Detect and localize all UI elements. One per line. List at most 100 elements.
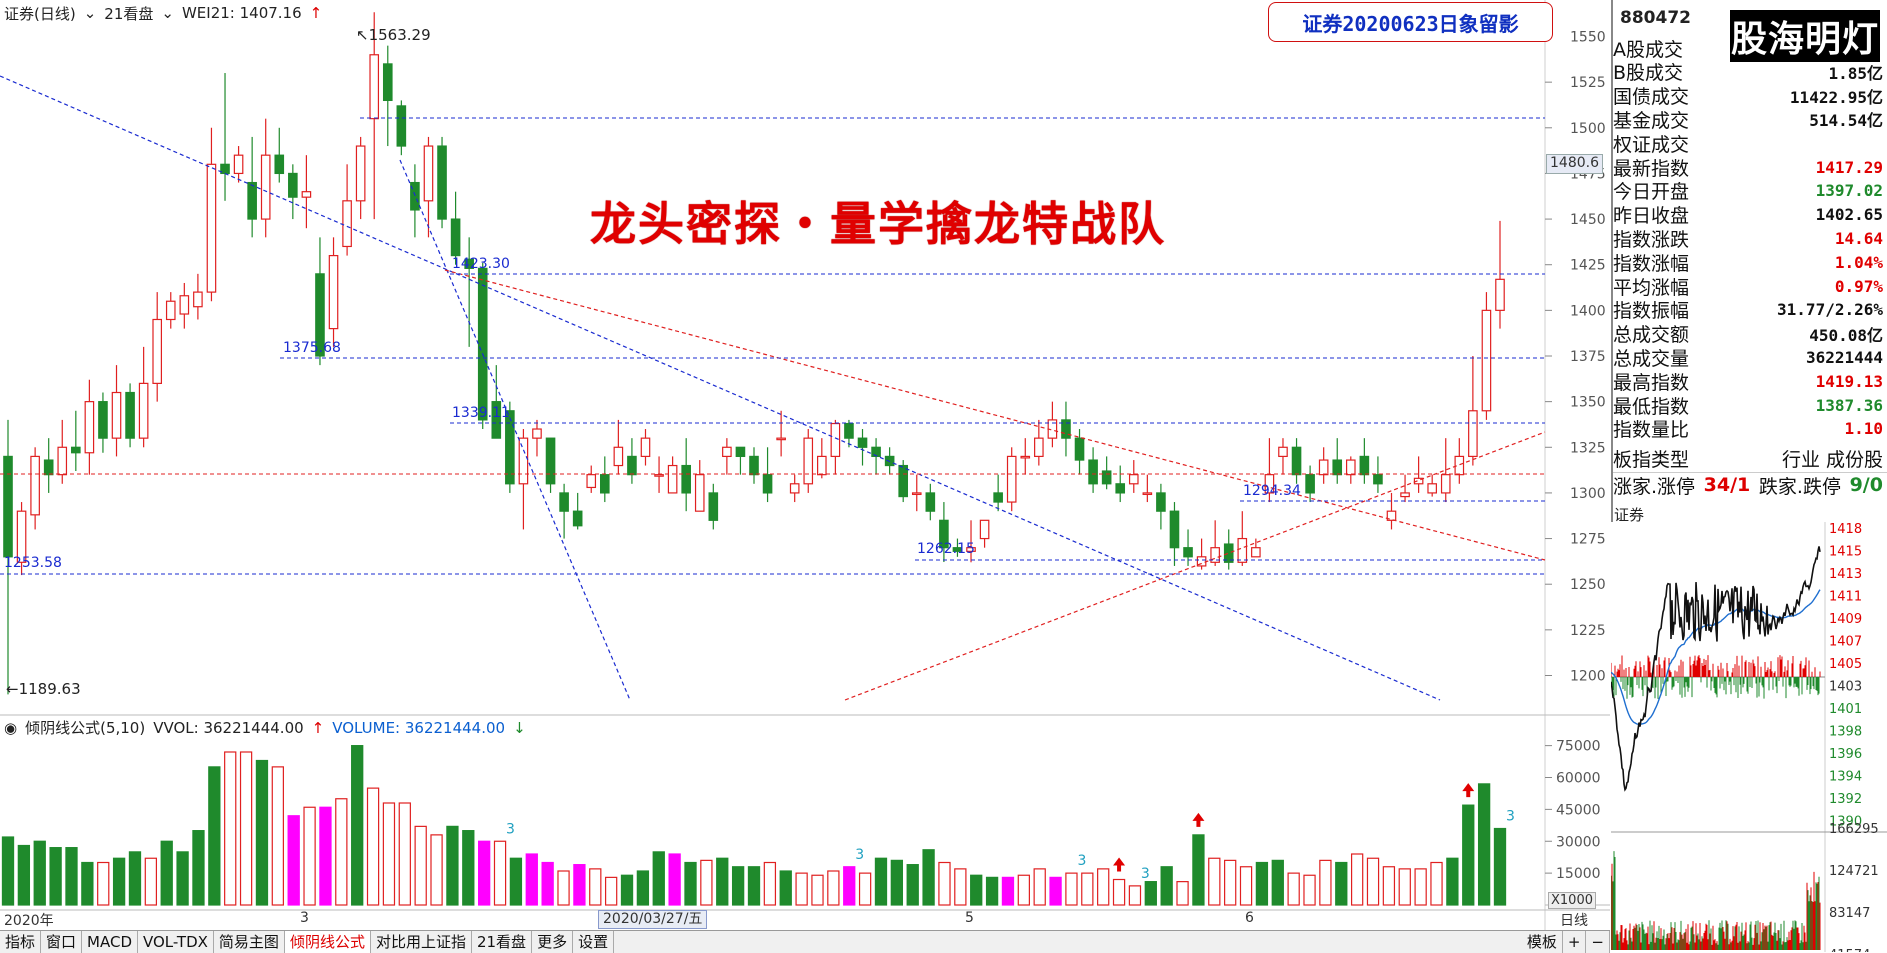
stat-value: 36221444 [1805, 347, 1883, 367]
price-tick-label: 1350 [1570, 395, 1606, 411]
stat-value: 1417.29 [1815, 157, 1883, 177]
volume-bar [795, 872, 808, 906]
candle [694, 460, 705, 512]
candle [952, 538, 963, 557]
candle-body [749, 455, 759, 476]
volume-axis: 75000 60000 45000 30000 15000 [1545, 739, 1601, 882]
volume-bar [271, 766, 284, 906]
tab-simple-main[interactable]: 简易主图 [214, 931, 285, 953]
stat-label: A股成交 [1613, 38, 1683, 61]
volume-bar [604, 876, 618, 906]
volume-bar [985, 876, 999, 906]
candle [871, 438, 881, 475]
stat-label: 国债成交 [1613, 86, 1690, 109]
zoom-out-button[interactable]: − [1586, 931, 1610, 953]
candle-body [1264, 474, 1275, 494]
volume-bar [97, 861, 110, 906]
template-button[interactable]: 模板 [1522, 931, 1563, 953]
gear-icon[interactable]: ◉ [4, 718, 18, 737]
tab-21-watch[interactable]: 21看盘 [472, 931, 533, 953]
candle [789, 474, 800, 503]
zoom-in-button[interactable]: + [1563, 931, 1587, 953]
tab-indicator[interactable]: 指标 [0, 931, 42, 953]
volume-bar [1350, 853, 1364, 906]
volume-bar [382, 802, 396, 906]
tab-macd[interactable]: MACD [82, 931, 138, 953]
volume-bar [1049, 876, 1062, 906]
candle [1400, 474, 1410, 503]
candle [301, 155, 312, 229]
stat-value: 11422.95亿 [1789, 87, 1883, 107]
candle [464, 237, 474, 347]
volume-bar [938, 861, 951, 906]
tab-yin-formula[interactable]: 倾阴线公式 [284, 931, 371, 953]
candle-body [925, 492, 936, 512]
candle-body [1318, 459, 1329, 476]
candle-body [410, 181, 420, 211]
volume-bar [33, 840, 46, 906]
candle-body [84, 401, 95, 454]
candle-body [423, 145, 434, 202]
chevron-down-icon[interactable]: ⌄ [161, 4, 174, 22]
price-tick-label: 1325 [1570, 440, 1606, 456]
volume-marker-label: 3 [1077, 853, 1086, 869]
updown-value-1: 34/1 [1703, 474, 1751, 496]
volume-bar [1208, 857, 1221, 906]
candle [803, 429, 814, 493]
candle [410, 164, 420, 238]
volume-bar [652, 851, 665, 906]
period-label-bottom[interactable]: 日线 [1560, 913, 1588, 929]
tab-window[interactable]: 窗口 [41, 931, 83, 953]
candle [1251, 538, 1261, 558]
price-tick-label: 1425 [1570, 258, 1606, 274]
candle-body [1278, 446, 1288, 458]
candle [1061, 401, 1071, 457]
candle-body [1128, 474, 1139, 485]
cursor-date: 2020/03/27/五 [598, 910, 708, 929]
tab-more[interactable]: 更多 [532, 931, 574, 953]
security-title[interactable]: 证券(日线) [4, 4, 76, 23]
candle-body [1373, 474, 1383, 485]
mini-tick-label: 1394 [1829, 770, 1862, 785]
stat-value: 1397.02 [1815, 181, 1883, 201]
volume-bar [224, 751, 237, 906]
tab-settings[interactable]: 设置 [573, 931, 615, 953]
candle [1169, 502, 1180, 566]
volume-bar [255, 759, 269, 906]
candle-body [545, 437, 556, 485]
candle [1034, 419, 1044, 466]
board-type-value: 行业 成份股 [1781, 448, 1883, 471]
candle-body [776, 437, 786, 441]
candle-body [871, 446, 881, 458]
candle [84, 379, 95, 475]
quote-panel [1611, 0, 1887, 952]
candle [1427, 474, 1437, 497]
volume-bar [922, 849, 935, 906]
tab-compare[interactable]: 对比用上证指 [371, 931, 472, 953]
candle [16, 502, 27, 576]
candle [1386, 492, 1397, 530]
candle-body [667, 464, 678, 494]
candle [1223, 529, 1234, 570]
candle-body [1481, 309, 1492, 412]
tab-vol-tdx[interactable]: VOL-TDX [138, 931, 214, 953]
mini-price-line [1611, 546, 1821, 792]
volume-indicator-header: ◉ 倾阴线公式(5,10) VVOL: 36221444.00 ↑ VOLUME… [0, 717, 526, 738]
candle-body [43, 459, 54, 476]
candle [274, 127, 285, 183]
chevron-down-icon[interactable]: ⌄ [83, 4, 97, 22]
stat-row: 指数振幅 31.77/2.26% [1613, 298, 1887, 322]
up-arrow-icon: ↑ [309, 4, 323, 22]
annotation-1253: 1253.58 [4, 555, 62, 571]
volume-tick-label: 75000 [1556, 739, 1601, 755]
intraday-mini-chart[interactable]: 1418 1415 1413 1411 1409 1407 1405 1403 1401 1398… [1611, 522, 1887, 952]
volume-bar [557, 870, 570, 906]
volume-bar [446, 825, 459, 906]
stat-label: 基金成交 [1613, 109, 1690, 132]
volume-bar [1112, 878, 1126, 906]
board-type-label: 板指类型 [1613, 448, 1690, 471]
candle [939, 502, 949, 563]
indicator-name[interactable]: 倾阴线公式(5,10) [25, 719, 146, 737]
candle-body [681, 464, 691, 494]
